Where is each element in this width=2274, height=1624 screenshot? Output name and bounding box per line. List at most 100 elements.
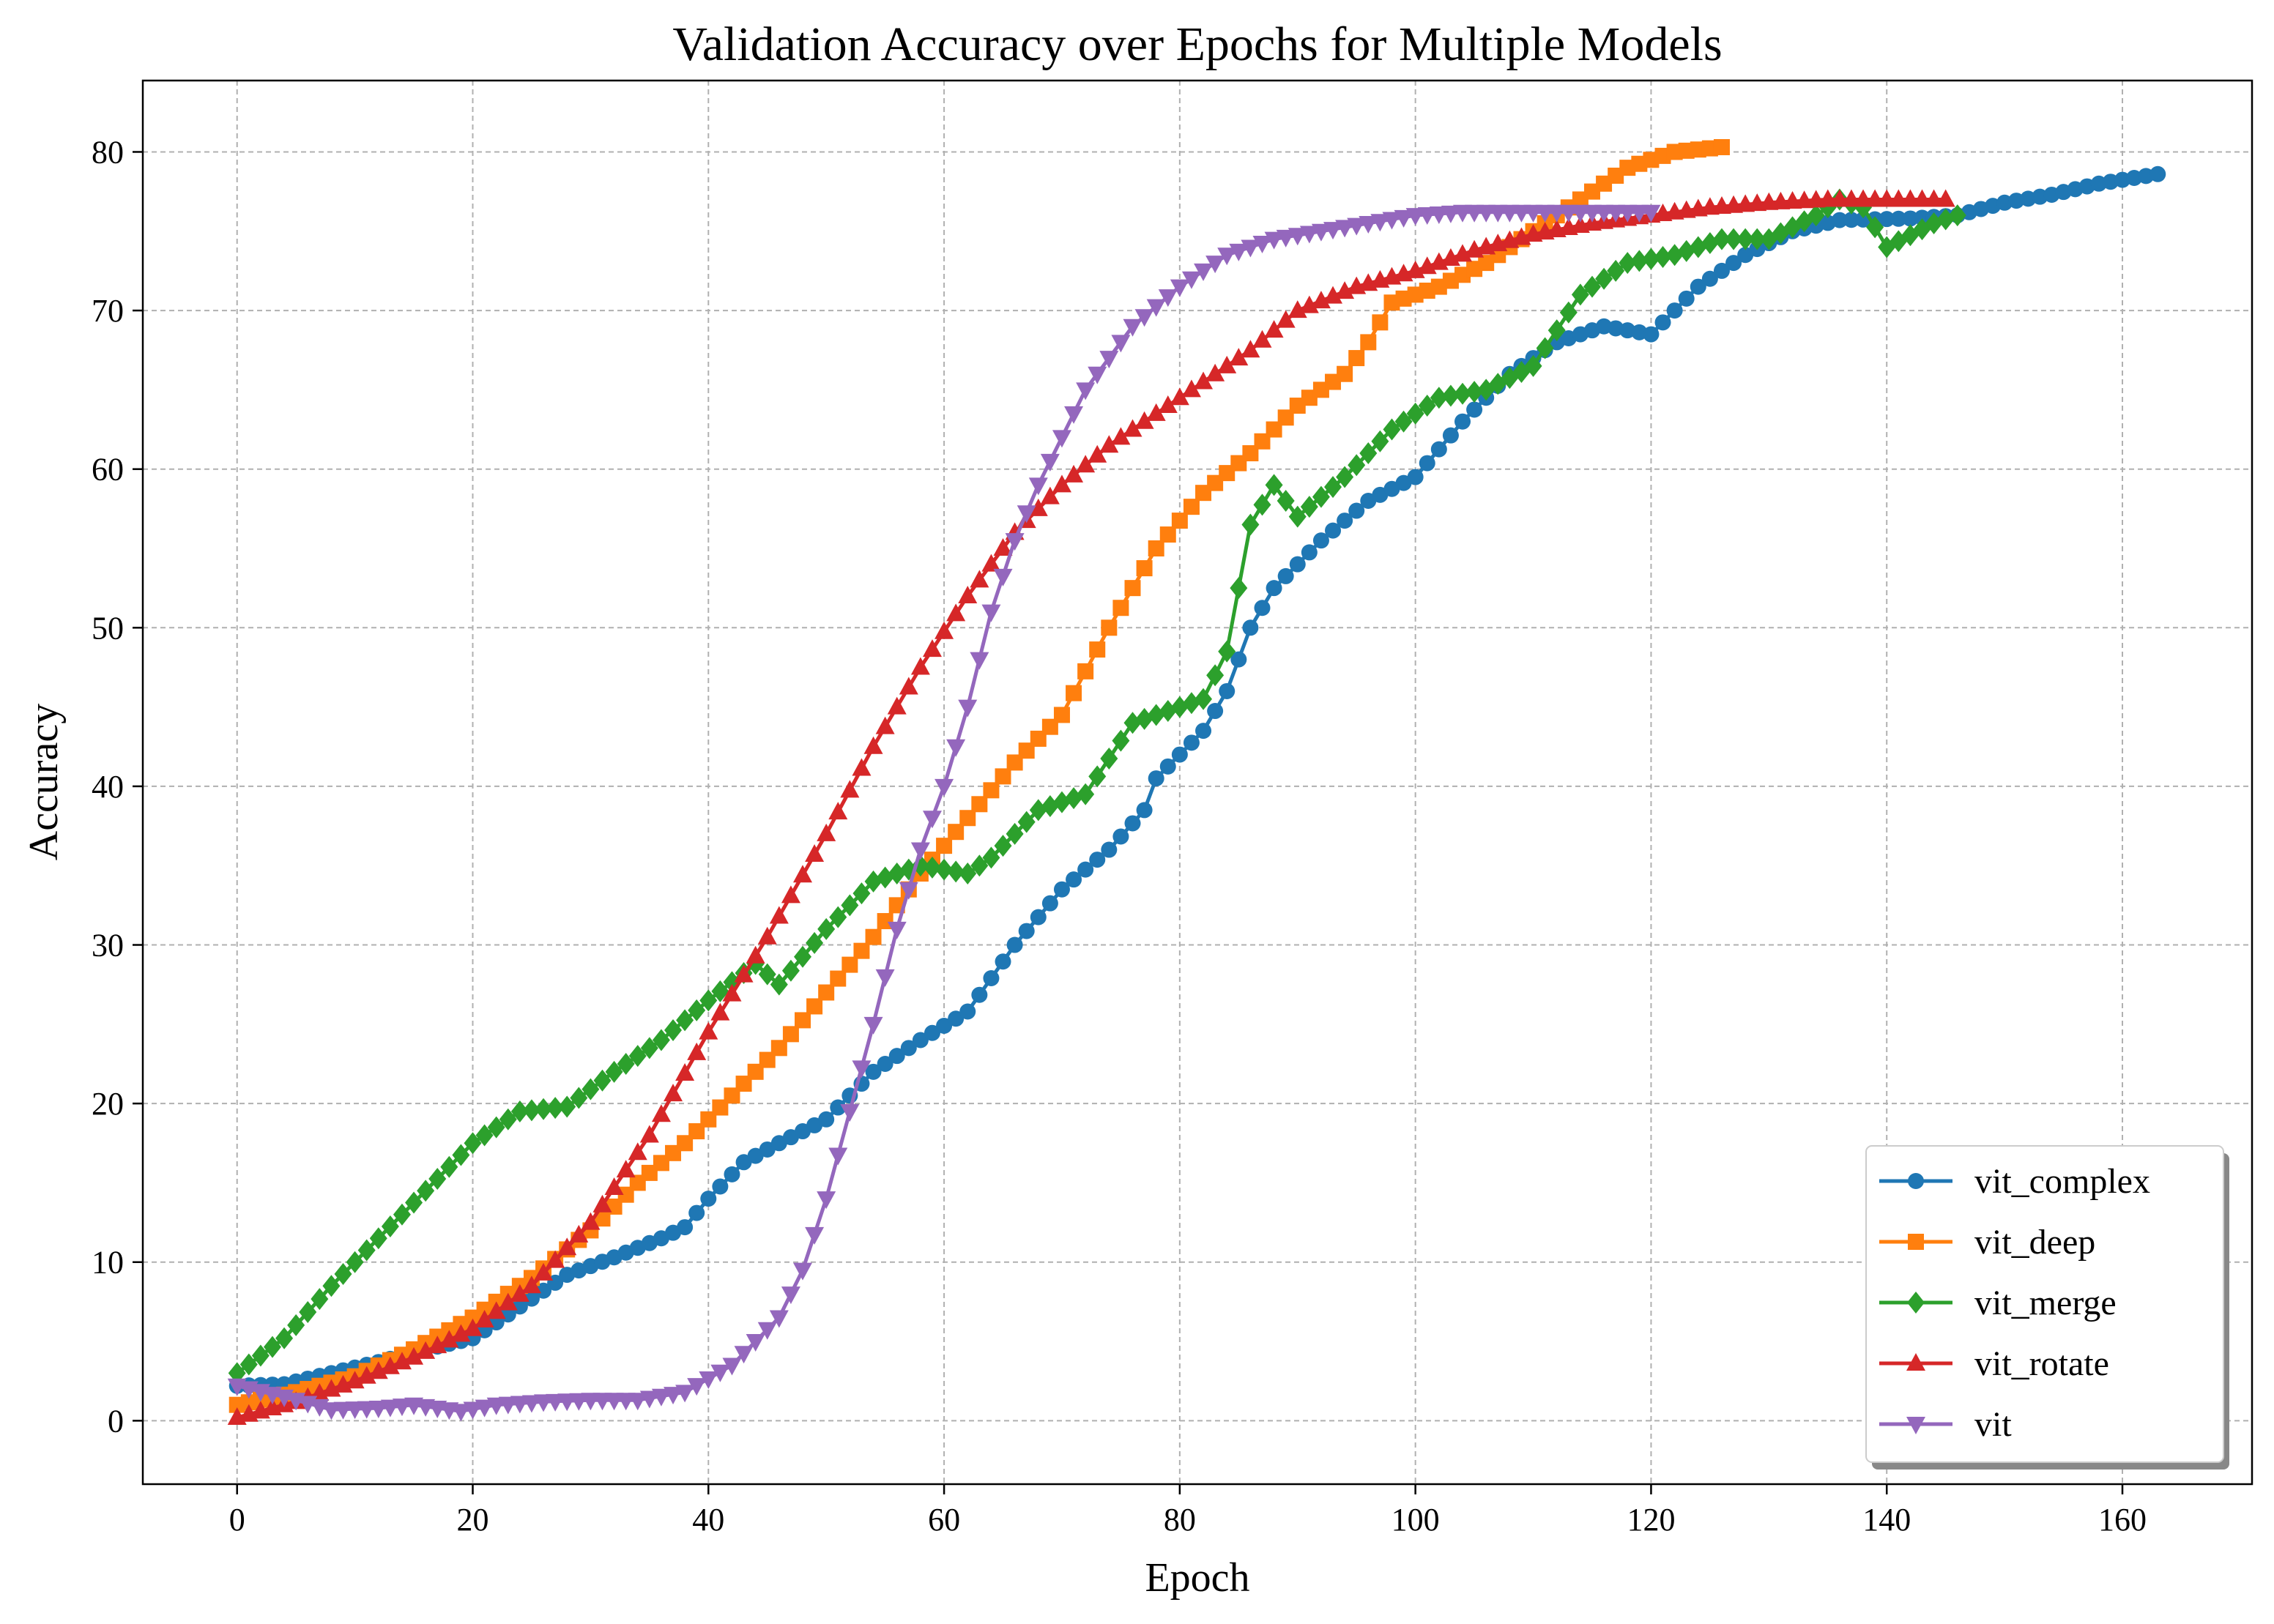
data-point xyxy=(1264,231,1284,250)
data-point xyxy=(993,568,1013,586)
legend-label: vit xyxy=(1974,1405,2012,1444)
data-point xyxy=(1183,499,1200,515)
data-point xyxy=(1547,319,1566,342)
data-point xyxy=(805,1226,825,1245)
data-point xyxy=(818,984,835,1001)
legend-label: vit_merge xyxy=(1974,1284,2117,1322)
data-point xyxy=(1181,271,1201,289)
x-tick-label: 160 xyxy=(2098,1502,2147,1538)
data-point xyxy=(1288,505,1307,528)
data-point xyxy=(1123,419,1142,437)
data-point xyxy=(1571,283,1589,306)
data-point xyxy=(535,1098,553,1120)
y-tick-label: 10 xyxy=(92,1245,124,1281)
data-point xyxy=(1407,469,1424,485)
data-point xyxy=(852,758,872,776)
legend-label: vit_rotate xyxy=(1974,1344,2109,1383)
data-point xyxy=(759,1141,776,1158)
y-tick-label: 50 xyxy=(92,610,124,646)
y-tick-label: 20 xyxy=(92,1086,124,1122)
data-point xyxy=(1053,881,1070,898)
data-point xyxy=(546,1250,565,1268)
data-point xyxy=(546,1097,565,1120)
x-tick-label: 100 xyxy=(1391,1502,1440,1538)
data-point xyxy=(628,1142,647,1161)
data-point xyxy=(605,1060,623,1083)
data-point xyxy=(887,921,907,939)
data-point xyxy=(817,917,836,940)
data-point xyxy=(1701,270,1718,287)
data-point xyxy=(1642,247,1660,270)
x-tick-label: 60 xyxy=(928,1502,960,1538)
data-point xyxy=(569,1224,589,1243)
data-point xyxy=(357,1366,376,1384)
data-point xyxy=(1465,381,1484,403)
data-point xyxy=(1831,212,1848,228)
data-point xyxy=(639,1125,659,1143)
data-point xyxy=(592,1194,612,1213)
data-point xyxy=(1217,247,1237,266)
data-point xyxy=(1134,309,1154,327)
data-point xyxy=(1948,204,1966,227)
data-point xyxy=(475,1399,494,1418)
data-point xyxy=(628,1045,647,1068)
data-point xyxy=(557,1237,577,1256)
data-point xyxy=(581,1078,600,1100)
legend-item: vit_complex xyxy=(1879,1162,2150,1201)
data-point xyxy=(1288,228,1307,246)
data-point xyxy=(1902,210,1919,227)
data-point xyxy=(1914,209,1931,226)
data-point xyxy=(1419,455,1435,472)
data-point xyxy=(510,1284,530,1302)
legend-label: vit_complex xyxy=(1974,1162,2150,1201)
data-point xyxy=(1312,532,1329,549)
data-point xyxy=(1254,600,1271,617)
data-point xyxy=(1417,207,1437,226)
data-point xyxy=(770,1040,787,1057)
data-point xyxy=(1441,205,1460,223)
data-point xyxy=(628,1393,647,1411)
data-point xyxy=(840,1103,860,1122)
data-point xyxy=(1089,641,1106,658)
data-point xyxy=(877,1055,893,1072)
data-point xyxy=(1006,822,1024,845)
data-point xyxy=(806,931,824,954)
data-point xyxy=(981,554,1001,572)
data-point xyxy=(1725,228,1743,250)
data-point xyxy=(852,882,871,905)
data-point xyxy=(1206,664,1225,687)
data-point xyxy=(1076,455,1096,473)
data-point xyxy=(1879,211,1895,228)
y-axis-title: Accuracy xyxy=(21,704,67,861)
data-point xyxy=(1323,222,1343,240)
data-point xyxy=(1099,351,1119,369)
y-tick-label: 60 xyxy=(92,452,124,488)
data-point xyxy=(923,856,941,879)
data-point xyxy=(1372,314,1389,331)
data-point xyxy=(1454,382,1472,405)
data-point xyxy=(1843,212,1859,228)
data-point xyxy=(369,1227,387,1250)
data-point xyxy=(1040,453,1060,472)
data-point xyxy=(334,1262,352,1285)
data-point xyxy=(1241,239,1260,258)
data-point xyxy=(1336,466,1354,488)
data-point xyxy=(1219,682,1236,699)
data-point xyxy=(1112,828,1129,845)
data-point xyxy=(439,1330,459,1348)
data-point xyxy=(511,1298,528,1315)
data-point xyxy=(1276,310,1296,328)
data-point xyxy=(711,980,729,1002)
data-point xyxy=(393,1203,411,1226)
data-point xyxy=(793,1262,813,1281)
data-point xyxy=(712,1178,729,1195)
data-point xyxy=(1418,395,1436,417)
legend-marker xyxy=(1908,1173,1924,1189)
data-point xyxy=(569,1393,589,1411)
x-tick-label: 140 xyxy=(1862,1502,1911,1538)
data-point xyxy=(1311,223,1331,242)
data-point xyxy=(322,1275,341,1297)
data-point xyxy=(1195,723,1212,740)
data-point xyxy=(417,1180,435,1202)
data-point xyxy=(639,1390,659,1409)
